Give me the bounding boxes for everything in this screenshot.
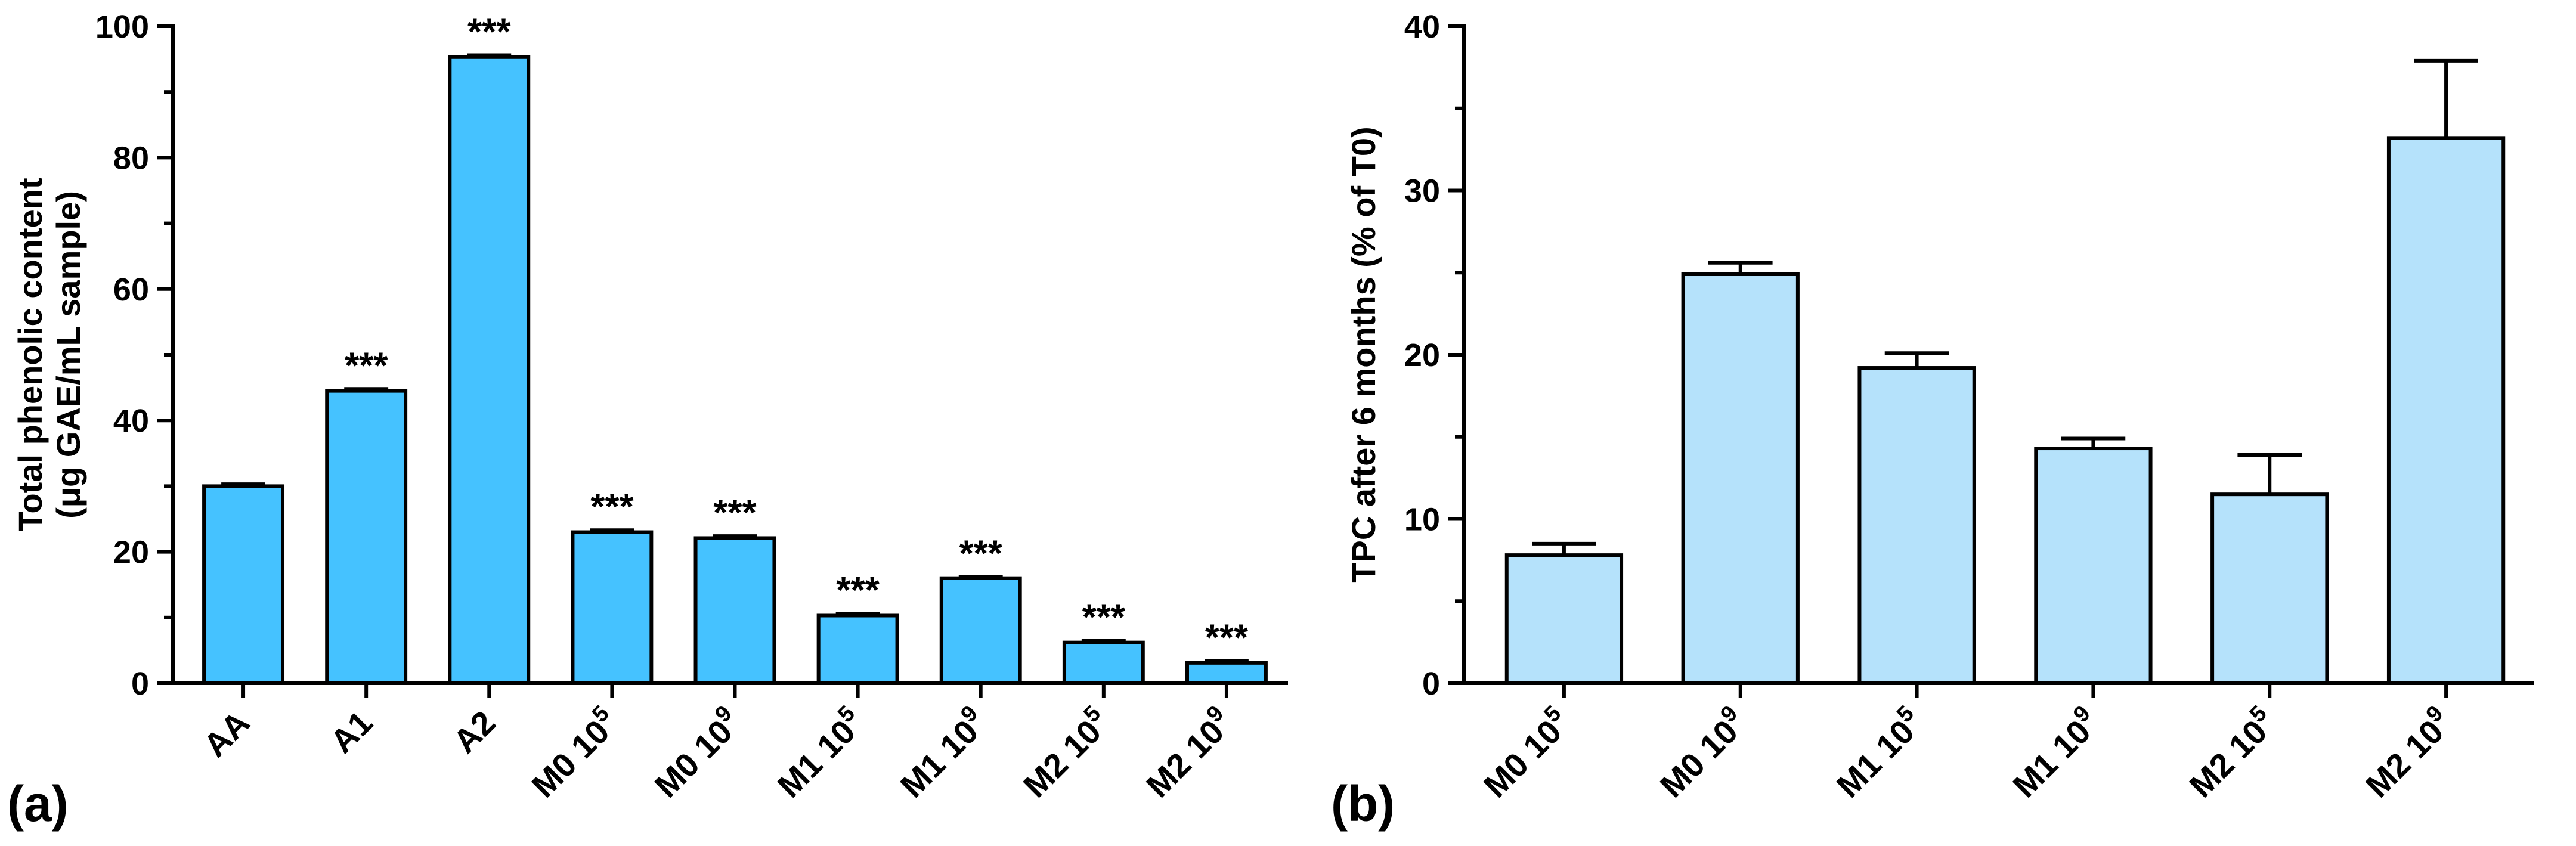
y-axis-title-line2: (μg GAE/mL sample) — [49, 191, 87, 519]
x-tick-label: A2 — [446, 704, 503, 760]
x-tick-label: M2 109 — [1137, 701, 1240, 805]
y-tick-label: 80 — [113, 140, 149, 176]
x-tick-label-base: A2 — [446, 704, 503, 760]
significance-annotation: *** — [590, 486, 634, 528]
x-tick-label: M2 109 — [2356, 701, 2460, 805]
x-tick-label-base: M2 10 — [2182, 712, 2274, 805]
x-tick-label-base: M0 10 — [1476, 712, 1569, 805]
significance-annotation: *** — [836, 570, 880, 611]
significance-annotation: *** — [713, 492, 757, 534]
x-tick-label: AA — [196, 704, 257, 764]
x-tick-label-base: M2 10 — [1139, 712, 1231, 805]
bar — [202, 484, 285, 686]
significance-annotation: *** — [1082, 597, 1126, 638]
y-tick-label: 20 — [113, 535, 149, 571]
x-tick-label: M0 109 — [645, 701, 748, 805]
x-tick-label: M0 105 — [522, 701, 626, 805]
x-tick-label: M1 109 — [890, 701, 994, 805]
y-tick-label: 40 — [113, 403, 149, 439]
y-tick-label: 30 — [1404, 173, 1440, 209]
bar — [1857, 366, 1976, 685]
y-tick-label: 0 — [131, 666, 149, 702]
panel-a-label: (a) — [7, 776, 69, 832]
y-tick-label: 40 — [1404, 9, 1440, 45]
bar — [2210, 492, 2329, 685]
y-tick-label: 60 — [113, 272, 149, 308]
bar — [571, 530, 654, 685]
x-tick-label-base: M1 10 — [893, 712, 986, 805]
x-tick-label: M0 105 — [1474, 701, 1578, 805]
x-tick-label-base: M2 10 — [2358, 712, 2451, 805]
x-tick-label-base: M1 10 — [770, 712, 863, 805]
bar — [816, 613, 899, 686]
bar — [693, 536, 776, 686]
y-axis-title: TPC after 6 months (% of T0) — [1345, 126, 1382, 582]
y-tick-label: 20 — [1404, 337, 1440, 373]
y-axis-title-line1: Total phenolic content — [11, 178, 49, 531]
y-tick-label: 10 — [1404, 502, 1440, 538]
bar — [448, 55, 531, 686]
significance-annotation: *** — [1205, 618, 1249, 659]
chart-a-total-phenolic-content: 0 20 40 60 80 100 Total phenolic content (μg GA… — [11, 9, 1288, 805]
panel-b-label: (b) — [1331, 776, 1395, 832]
x-tick-label-base: M1 10 — [1829, 712, 1922, 805]
bar — [325, 389, 408, 685]
x-tick-label: A1 — [323, 704, 379, 760]
x-tick-label-base: M0 10 — [524, 712, 617, 805]
x-tick-label-base: M1 10 — [2005, 712, 2098, 805]
x-tick-label: M1 105 — [767, 701, 871, 805]
bar — [1681, 272, 1800, 685]
chart-b-tpc-after-6-months: 0 10 20 30 40 TPC after 6 months (% of T0) M0 … — [1345, 9, 2534, 805]
bar — [2034, 447, 2153, 685]
x-tick-label-base: M0 10 — [647, 712, 739, 805]
x-tick-label: M1 105 — [1826, 701, 1930, 805]
x-tick-label: M2 105 — [2179, 701, 2283, 805]
x-tick-label-base: A1 — [323, 704, 379, 760]
significance-annotation: *** — [467, 11, 511, 52]
x-tick-label-base: AA — [196, 704, 257, 764]
bar — [939, 576, 1022, 685]
x-tick-label-base: M0 10 — [1653, 712, 1745, 805]
x-tick-label: M2 105 — [1014, 701, 1117, 805]
x-tick-label-base: M2 10 — [1016, 712, 1109, 805]
significance-annotation: *** — [959, 533, 1003, 574]
bar — [1062, 640, 1145, 686]
bar — [1504, 553, 1624, 685]
x-tick-label: M1 109 — [2003, 701, 2107, 805]
bar — [2386, 136, 2506, 685]
y-tick-label: 0 — [1422, 666, 1440, 702]
significance-annotation: *** — [345, 345, 388, 386]
bar — [1185, 661, 1268, 686]
x-tick-label: M0 109 — [1650, 701, 1754, 805]
y-tick-label: 100 — [95, 9, 149, 45]
